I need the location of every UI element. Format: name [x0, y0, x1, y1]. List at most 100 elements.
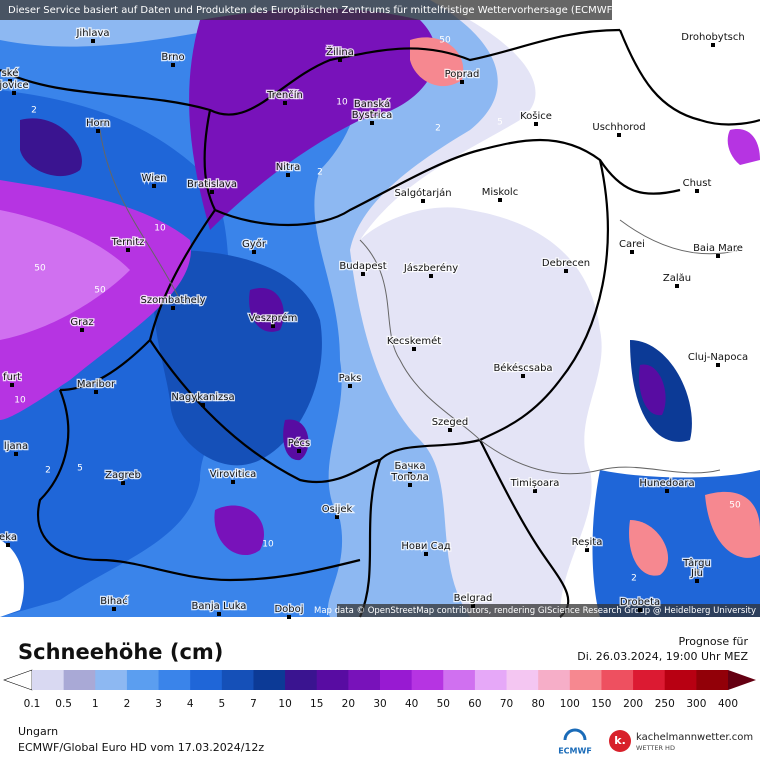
city-marker	[80, 328, 84, 332]
city-label: Košice	[520, 110, 552, 122]
contour-labels: 2 50 10 2 5 10 2 50 10 50 2 5 10 2 2 50	[14, 36, 741, 584]
city-label: Graz	[70, 317, 93, 328]
city-label: Szeged	[432, 417, 469, 428]
city-marker	[91, 39, 95, 43]
contour-label: 5	[497, 118, 503, 128]
city-marker	[421, 199, 425, 203]
contour-label: 2	[435, 124, 441, 134]
brand-sub: WETTER HD	[636, 744, 675, 752]
city-label: Drohobytsch	[681, 32, 744, 43]
city-marker	[286, 173, 290, 177]
city-marker	[585, 548, 589, 552]
contour-label: 2	[631, 574, 637, 584]
city-marker	[348, 384, 352, 388]
colorbar-over	[728, 670, 756, 690]
cities: Jihlava Brno Žilina Poprad Drohobytsch Trenčí…	[0, 27, 749, 619]
colorbar-bin	[538, 670, 571, 690]
colorbar-bin	[633, 670, 666, 690]
forecast-time: Di. 26.03.2024, 19:00 Uhr MEZ	[577, 650, 748, 663]
colorbar-tick: 150	[591, 698, 611, 710]
ecmwf-text: ECMWF	[558, 747, 592, 756]
contour-label: 50	[94, 286, 106, 296]
colorbar-bin	[411, 670, 444, 690]
city-label: Maribor	[77, 379, 116, 390]
city-label: Drobeta	[620, 597, 660, 608]
city-label: ljana	[4, 441, 28, 452]
city-marker	[217, 612, 221, 616]
city-marker	[6, 543, 10, 547]
brand-mark: k.	[614, 734, 626, 747]
colorbar-bin	[253, 670, 286, 690]
colorbar-bin	[32, 670, 65, 690]
city-marker	[338, 58, 342, 62]
colorbar-tick: 300	[686, 698, 706, 710]
colorbar-tick: 70	[500, 698, 513, 710]
colorbar-tick: 400	[718, 698, 738, 710]
colorbar-bin	[285, 670, 318, 690]
city-label: Nagykanizsa	[171, 392, 234, 403]
colorbar-tick: 3	[155, 698, 162, 710]
colorbar-tick: 15	[310, 698, 323, 710]
city-marker	[630, 250, 634, 254]
city-label: Ternitz	[111, 237, 145, 248]
colorbar-bin	[474, 670, 508, 690]
city-label: Osijek	[322, 504, 353, 515]
city-marker	[498, 198, 502, 202]
city-label: Salgótarján	[394, 187, 451, 199]
colorbar-bin	[569, 670, 602, 690]
city-marker	[617, 133, 621, 137]
city-marker	[283, 101, 287, 105]
city-label: Virovitica	[210, 469, 256, 480]
city-marker	[716, 254, 720, 258]
colorbar-bin	[316, 670, 349, 690]
city-label: Békéscsaba	[493, 362, 552, 374]
contour-label: 10	[336, 98, 348, 108]
colorbar-bin	[696, 670, 729, 690]
contour-label: 10	[154, 224, 166, 234]
city-marker	[96, 129, 100, 133]
colorbar-bin	[190, 670, 223, 690]
city-label: Wien	[142, 173, 167, 184]
city-label: Jászberény	[403, 262, 458, 274]
contour-label: 50	[439, 36, 451, 46]
city-label: Kecskemét	[387, 335, 441, 347]
city-marker	[210, 190, 214, 194]
city-label: Baia Mare	[693, 243, 743, 254]
colorbar-bin	[221, 670, 254, 690]
model: ECMWF/Global Euro HD vom 17.03.2024/12z	[18, 741, 264, 754]
city-label: Bihać	[100, 595, 128, 607]
colorbar-tick: 250	[655, 698, 675, 710]
colorbar-tick: 100	[560, 698, 580, 710]
city-label: Zalău	[663, 273, 691, 284]
colorbar-bin	[601, 670, 634, 690]
city-marker	[695, 579, 699, 583]
city-marker	[252, 250, 256, 254]
contour-label: 10	[262, 540, 274, 550]
city-marker	[665, 489, 669, 493]
city-marker	[448, 428, 452, 432]
city-label: Топола	[390, 472, 428, 483]
legend-title: Schneehöhe (cm)	[18, 640, 223, 664]
colorbar-bin	[380, 670, 413, 690]
colorbar-bin	[158, 670, 191, 690]
colorbar-tick: 2	[124, 698, 131, 710]
attribution: Map data © OpenStreetMap contributors, r…	[314, 606, 756, 616]
city-label: Bystrica	[352, 110, 392, 121]
city-marker	[297, 449, 301, 453]
city-label: Szombathely	[140, 295, 205, 306]
contour-label: 2	[685, 464, 691, 474]
colorbar-tick: 1	[92, 698, 99, 710]
city-marker	[521, 374, 525, 378]
city-marker	[638, 608, 642, 612]
city-label: eka	[0, 532, 17, 543]
legend: Schneehöhe (cm) 0.1 0.5 1 2 3 4 5 7 10 15 20 30 40 50…	[3, 640, 756, 710]
city-label: Poprad	[445, 69, 480, 80]
city-marker	[121, 481, 125, 485]
colorbar-bin	[95, 670, 128, 690]
colorbar-tick: 10	[278, 698, 291, 710]
city-label: Miskolc	[482, 187, 518, 198]
city-label: Нови Сад	[401, 541, 450, 552]
colorbar-bin	[63, 670, 96, 690]
city-marker	[695, 189, 699, 193]
